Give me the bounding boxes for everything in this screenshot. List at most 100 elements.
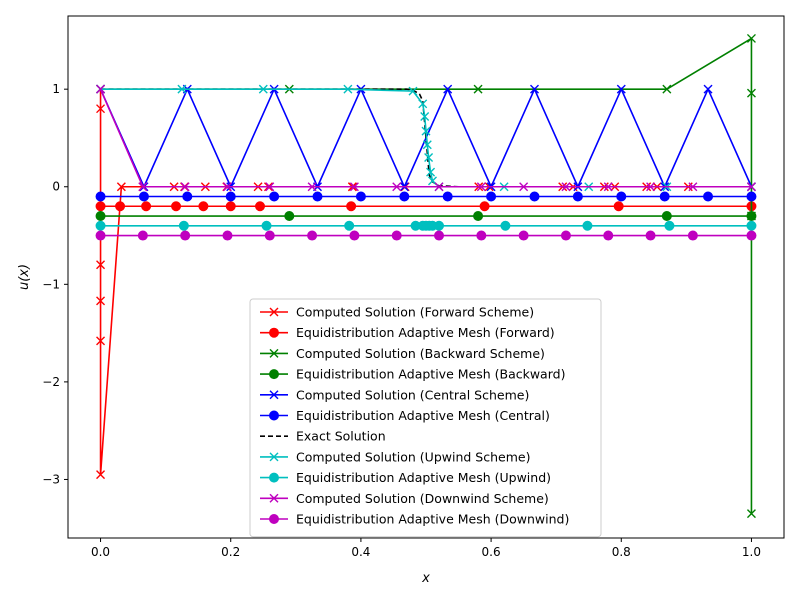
data-point [420, 112, 430, 121]
data-point [95, 191, 106, 202]
data-point [746, 220, 757, 231]
data-point [95, 211, 106, 222]
y-tick-label: 0 [52, 180, 60, 194]
series-line [100, 88, 752, 188]
data-point [307, 230, 318, 241]
data-point [688, 182, 698, 192]
data-point [399, 191, 410, 202]
legend-entry: Computed Solution (Backward Scheme) [260, 346, 545, 361]
data-point [530, 84, 540, 94]
data-point [261, 220, 272, 231]
data-point [746, 230, 757, 241]
data-point [746, 33, 756, 43]
legend-marker [269, 369, 279, 380]
data-point [258, 84, 268, 94]
legend-entry: Exact Solution [260, 429, 386, 444]
legend-marker [269, 514, 279, 524]
data-point [307, 182, 317, 192]
data-point [171, 201, 182, 212]
x-tick-label: 0.0 [91, 545, 110, 559]
legend-entry: Computed Solution (Central Scheme) [260, 387, 529, 402]
legend-label: Exact Solution [296, 429, 386, 444]
series-computed-solution-downwind-scheme [96, 84, 756, 192]
data-point [486, 191, 497, 202]
data-point [225, 201, 236, 212]
data-point [434, 182, 444, 192]
data-point [616, 84, 626, 94]
data-point [264, 230, 275, 241]
data-point [269, 191, 280, 202]
data-point [443, 84, 453, 94]
data-point [349, 182, 359, 192]
data-point [518, 230, 529, 241]
data-point [349, 230, 360, 241]
data-point [529, 191, 540, 202]
data-point [646, 182, 656, 192]
data-point [473, 211, 484, 222]
data-point [613, 201, 624, 212]
data-point [434, 220, 445, 231]
legend-entry: Equidistribution Adaptive Mesh (Backward… [260, 367, 565, 382]
data-point [426, 167, 436, 177]
data-point [182, 191, 193, 202]
data-point [500, 220, 511, 231]
legend-box [249, 298, 602, 538]
legend-marker [269, 493, 279, 503]
data-point [603, 182, 613, 192]
data-point [96, 336, 106, 346]
data-point [746, 509, 756, 519]
x-tick-label: 0.2 [221, 545, 240, 559]
data-point [659, 191, 670, 202]
data-point [746, 211, 757, 222]
y-axis-label: u(x) [17, 264, 32, 290]
data-point [664, 220, 675, 231]
legend-label: Equidistribution Adaptive Mesh (Forward) [296, 325, 555, 340]
data-point [703, 84, 713, 94]
legend-marker [269, 472, 279, 483]
series-equidistribution-adaptive-mesh-forward [95, 201, 757, 212]
legend: Computed Solution (Forward Scheme) Equidi… [249, 298, 602, 538]
data-point [96, 470, 106, 480]
data-point [392, 182, 402, 192]
data-point [572, 191, 583, 202]
data-point [180, 182, 190, 192]
data-point [560, 230, 571, 241]
data-point [603, 230, 614, 241]
legend-label: Computed Solution (Central Scheme) [296, 387, 529, 402]
data-point [180, 230, 191, 241]
data-point [178, 220, 189, 231]
data-point [116, 182, 126, 192]
data-point [746, 191, 757, 202]
legend-label: Equidistribution Adaptive Mesh (Upwind) [296, 470, 551, 485]
data-point [582, 220, 593, 231]
data-point [746, 182, 756, 192]
data-point [418, 99, 428, 109]
y-tick-label: −3 [42, 472, 60, 486]
data-point [391, 230, 402, 241]
data-point [442, 191, 453, 202]
data-point [346, 201, 357, 212]
series-computed-solution-upwind-scheme [96, 84, 756, 192]
x-tick-label: 0.8 [612, 545, 631, 559]
series-equidistribution-adaptive-mesh-upwind [95, 220, 757, 231]
legend-label: Equidistribution Adaptive Mesh (Backward… [296, 367, 565, 382]
x-tick-label: 0.6 [482, 545, 501, 559]
data-point [284, 211, 295, 222]
data-point [476, 230, 487, 241]
series-equidistribution-adaptive-mesh-central [95, 191, 757, 202]
data-point [344, 220, 355, 231]
data-point [424, 152, 434, 162]
plot-area-frame [67, 15, 785, 539]
x-tick-label: 0.4 [351, 545, 370, 559]
data-point [138, 191, 149, 202]
series-line [99, 88, 752, 188]
data-point [479, 201, 490, 212]
legend-label: Computed Solution (Forward Scheme) [296, 305, 534, 320]
data-point [661, 211, 672, 222]
data-point [616, 191, 627, 202]
data-point [687, 230, 698, 241]
data-point [476, 182, 486, 192]
data-point [222, 182, 232, 192]
legend-label: Computed Solution (Upwind Scheme) [296, 449, 530, 464]
legend-label: Equidistribution Adaptive Mesh (Central) [296, 408, 550, 423]
